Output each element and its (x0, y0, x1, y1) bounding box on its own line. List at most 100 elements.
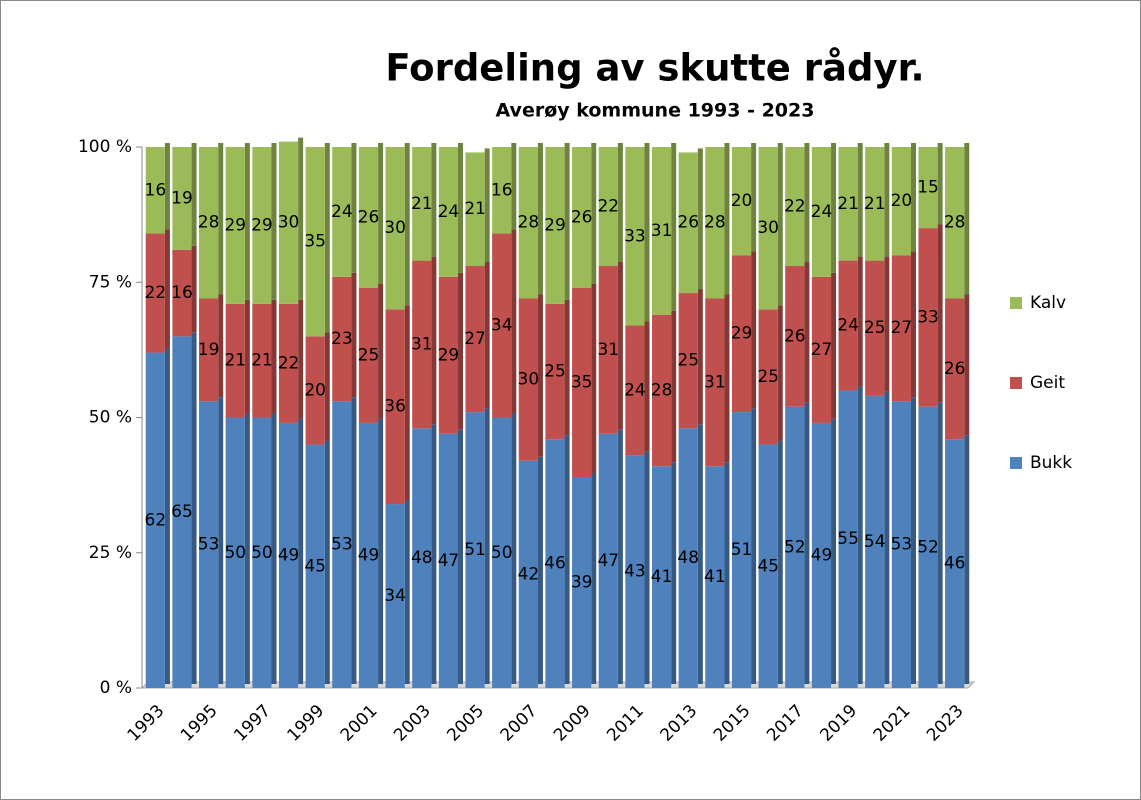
data-label: 35 (571, 372, 593, 392)
bar-side (298, 137, 304, 300)
bar-segment (945, 439, 965, 688)
bar-side (244, 299, 250, 414)
bar-segment (918, 228, 938, 407)
data-label: 25 (677, 351, 699, 371)
bar-segment (811, 147, 832, 277)
bar-segment (705, 466, 725, 688)
bar-segment (891, 147, 911, 256)
data-label: 30 (278, 213, 300, 233)
legend-label: Geit (1030, 373, 1065, 393)
bar-side (857, 143, 863, 257)
data-label: 23 (331, 329, 353, 349)
bar-side (404, 305, 410, 501)
data-label: 25 (544, 362, 566, 382)
bar-segment (731, 147, 752, 256)
bar-side (804, 143, 810, 263)
bar-segment (865, 260, 885, 396)
bar-segment (252, 147, 272, 304)
bar-side (298, 418, 304, 684)
bar-segment (252, 417, 272, 688)
bar-segment (518, 147, 538, 299)
bar-side (617, 143, 623, 263)
bar-segment (358, 147, 379, 288)
data-label: 27 (811, 340, 833, 360)
data-label: 19 (171, 188, 193, 208)
bar-segment (199, 401, 219, 688)
data-label: 29 (251, 215, 273, 235)
bar-side (458, 143, 464, 273)
data-label: 20 (891, 191, 913, 211)
data-label: 30 (384, 218, 406, 238)
bar-segment (492, 147, 512, 234)
data-label: 30 (757, 218, 779, 238)
bar-segment (438, 147, 459, 277)
bar-segment (305, 444, 325, 688)
bar-side (218, 143, 224, 295)
data-label: 20 (731, 191, 753, 211)
data-label: 50 (491, 543, 513, 563)
bar-side (191, 143, 197, 246)
bar-side (378, 143, 384, 284)
bar-side (164, 348, 170, 684)
data-label: 26 (571, 207, 593, 227)
data-label: 26 (358, 207, 380, 227)
bar-side (244, 413, 250, 684)
y-tick-label: 100 % (78, 137, 132, 157)
data-label: 22 (784, 197, 806, 217)
bar-side (831, 272, 837, 419)
data-label: 33 (917, 307, 939, 327)
bar-segment (145, 233, 165, 353)
data-label: 54 (864, 532, 886, 552)
data-label: 53 (198, 535, 220, 555)
data-label: 28 (198, 213, 220, 233)
bar-segment (705, 147, 725, 299)
legend-swatch (1010, 377, 1022, 389)
data-label: 21 (251, 351, 273, 371)
bar-segment (572, 287, 592, 478)
bar-segment (358, 287, 379, 423)
bar-segment (438, 276, 459, 434)
data-label: 28 (944, 213, 966, 233)
data-label: 22 (597, 197, 619, 217)
bar-side (537, 456, 543, 684)
bar-segment (358, 422, 379, 688)
data-label: 36 (384, 397, 406, 417)
bar-segment (598, 147, 618, 267)
bar-segment (918, 406, 938, 688)
y-tick-label: 0 % (100, 678, 132, 698)
bar-side (884, 256, 890, 392)
bar-segment (811, 276, 832, 423)
bar-segment (598, 266, 618, 434)
data-label: 39 (571, 573, 593, 593)
bar-segment (545, 303, 565, 440)
data-label: 16 (145, 180, 167, 200)
bar-side (431, 256, 437, 425)
data-label: 42 (518, 564, 540, 584)
bar-segment (811, 422, 832, 688)
data-label: 49 (811, 545, 833, 565)
bar-side (724, 462, 730, 684)
bar-segment (625, 325, 645, 456)
bar-segment (651, 147, 672, 315)
bar-side (191, 245, 197, 333)
bar-side (644, 143, 650, 322)
bar-segment (945, 298, 965, 440)
data-label: 21 (464, 199, 486, 219)
bar-side (937, 402, 943, 684)
data-label: 31 (597, 340, 619, 360)
bar-side (751, 143, 757, 252)
bar-side (244, 143, 250, 300)
bar-side (644, 321, 650, 452)
data-label: 55 (837, 529, 859, 549)
bar-segment (332, 401, 352, 688)
data-label: 52 (784, 537, 806, 557)
bar-segment (758, 147, 778, 310)
bar-segment (865, 147, 885, 261)
data-label: 25 (864, 318, 886, 338)
bar-segment (838, 147, 858, 261)
data-label: 53 (891, 535, 913, 555)
bar-segment (412, 147, 432, 261)
data-label: 47 (438, 551, 460, 571)
data-label: 50 (224, 543, 246, 563)
data-label: 24 (624, 380, 646, 400)
